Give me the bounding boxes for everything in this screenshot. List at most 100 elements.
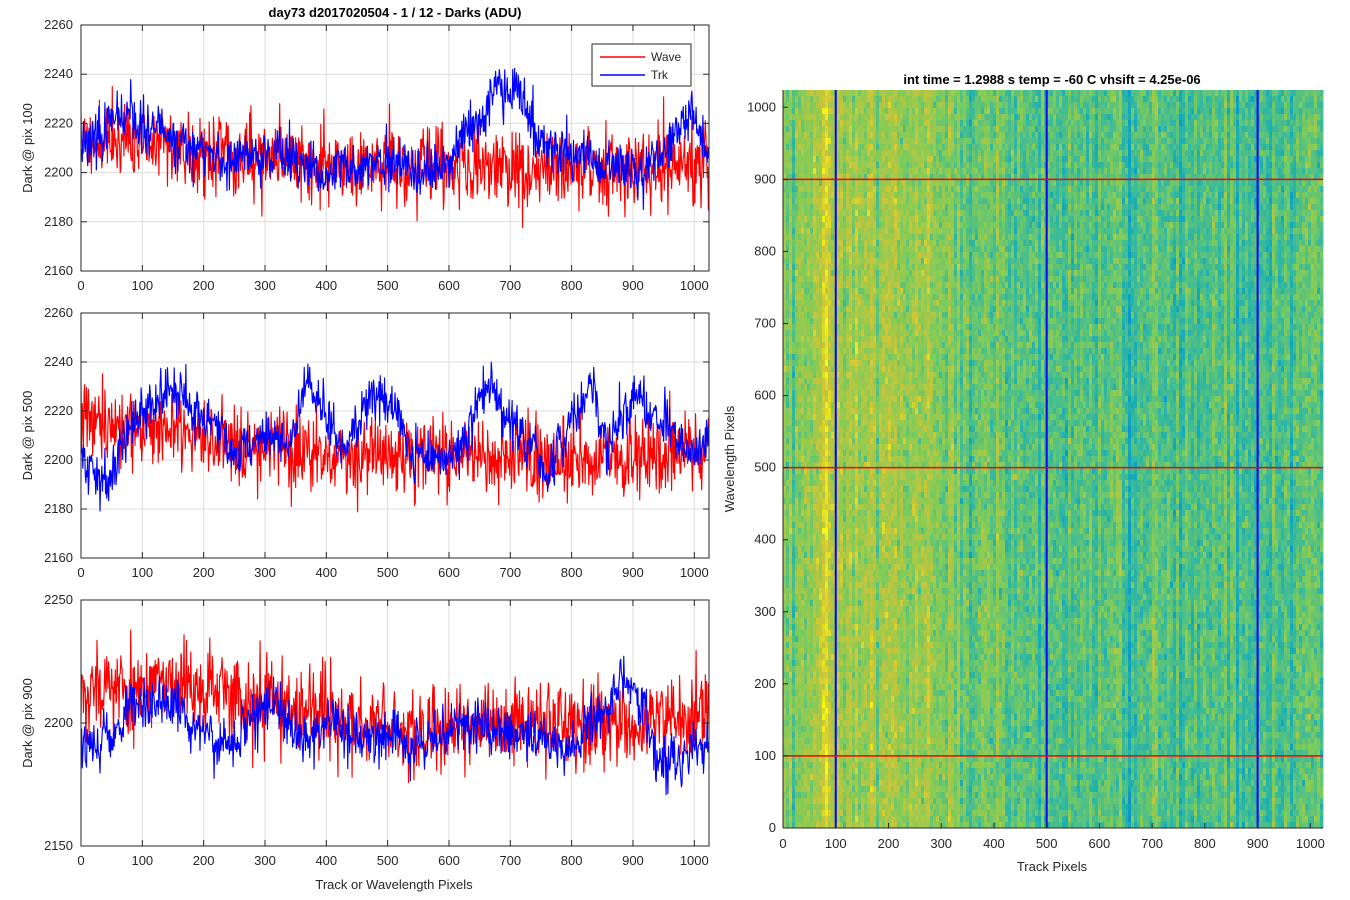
heatmap-cell bbox=[840, 186, 844, 193]
heatmap-cell bbox=[882, 462, 886, 469]
heatmap-cell bbox=[831, 558, 835, 565]
heatmap-cell bbox=[882, 348, 886, 355]
heatmap-cell bbox=[879, 342, 883, 349]
heatmap-cell bbox=[843, 510, 847, 517]
heatmap-cell bbox=[888, 684, 892, 691]
heatmap-cell bbox=[858, 708, 862, 715]
heatmap-cell bbox=[894, 600, 898, 607]
heatmap-cell bbox=[837, 504, 841, 511]
heatmap-cell bbox=[846, 234, 850, 241]
x-tick-label: 100 bbox=[131, 565, 153, 580]
heatmap-cell bbox=[828, 258, 832, 265]
heatmap-cell bbox=[798, 402, 802, 409]
heatmap-cell bbox=[861, 234, 865, 241]
heatmap-cell bbox=[861, 114, 865, 121]
heatmap-cell bbox=[858, 666, 862, 673]
heatmap-cell bbox=[882, 702, 886, 709]
heatmap-cell bbox=[882, 624, 886, 631]
heatmap-cell bbox=[831, 510, 835, 517]
heatmap-cell bbox=[897, 288, 901, 295]
heatmap-cell bbox=[891, 444, 895, 451]
heatmap-cell bbox=[885, 288, 889, 295]
heatmap-cell bbox=[783, 702, 787, 709]
heatmap-cell bbox=[828, 816, 832, 823]
heatmap-cell bbox=[888, 654, 892, 661]
heatmap-cell bbox=[867, 132, 871, 139]
heatmap-cell bbox=[846, 450, 850, 457]
heatmap-cell bbox=[822, 666, 826, 673]
heatmap-cell bbox=[801, 774, 805, 781]
heatmap-cell bbox=[831, 384, 835, 391]
heatmap-cell bbox=[873, 486, 877, 493]
heatmap-cell bbox=[789, 210, 793, 217]
heatmap-cell bbox=[792, 168, 796, 175]
heatmap-cell bbox=[828, 522, 832, 529]
heatmap-cell bbox=[888, 726, 892, 733]
heatmap-cell bbox=[870, 150, 874, 157]
heatmap-cell bbox=[798, 612, 802, 619]
heatmap-cell bbox=[879, 372, 883, 379]
heatmap-cell bbox=[867, 450, 871, 457]
heatmap-cell bbox=[852, 606, 856, 613]
heatmap-cell bbox=[819, 636, 823, 643]
heatmap-cell bbox=[879, 126, 883, 133]
heatmap-cell bbox=[798, 180, 802, 187]
heatmap-cell bbox=[861, 462, 865, 469]
heatmap-cell bbox=[891, 570, 895, 577]
heatmap-cell bbox=[810, 186, 814, 193]
heatmap-cell bbox=[879, 624, 883, 631]
heatmap-cell bbox=[804, 240, 808, 247]
heatmap-cell bbox=[891, 132, 895, 139]
heatmap-cell bbox=[804, 156, 808, 163]
heatmap-cell bbox=[831, 684, 835, 691]
heatmap-cell bbox=[864, 594, 868, 601]
heatmap-cell bbox=[813, 696, 817, 703]
heatmap-cell bbox=[798, 432, 802, 439]
heatmap-cell bbox=[870, 786, 874, 793]
heatmap-cell bbox=[891, 360, 895, 367]
heatmap-cell bbox=[786, 630, 790, 637]
heatmap-cell bbox=[843, 312, 847, 319]
heatmap-cell bbox=[849, 660, 853, 667]
heatmap-cell bbox=[783, 402, 787, 409]
heatmap-cell bbox=[846, 762, 850, 769]
heatmap-cell bbox=[852, 438, 856, 445]
heatmap-cell bbox=[858, 348, 862, 355]
heatmap-cell bbox=[894, 282, 898, 289]
heatmap-cell bbox=[792, 300, 796, 307]
heatmap-cell bbox=[783, 252, 787, 259]
heatmap-cell bbox=[864, 516, 868, 523]
heatmap-cell bbox=[849, 678, 853, 685]
heatmap-cell bbox=[855, 222, 859, 229]
heatmap-cell bbox=[795, 426, 799, 433]
heatmap-cell bbox=[786, 330, 790, 337]
heatmap-cell bbox=[870, 570, 874, 577]
heatmap-cell bbox=[891, 264, 895, 271]
heatmap-cell bbox=[891, 282, 895, 289]
heatmap-cell bbox=[789, 588, 793, 595]
heatmap-cell bbox=[867, 306, 871, 313]
heatmap-cell bbox=[807, 258, 811, 265]
heatmap-cell bbox=[792, 192, 796, 199]
heatmap-cell bbox=[831, 216, 835, 223]
heatmap-cell bbox=[882, 432, 886, 439]
heatmap-cell bbox=[891, 192, 895, 199]
heatmap-cell bbox=[873, 780, 877, 787]
heatmap-cell bbox=[852, 492, 856, 499]
heatmap-cell bbox=[852, 228, 856, 235]
heatmap-cell bbox=[882, 774, 886, 781]
heatmap-cell bbox=[849, 630, 853, 637]
heatmap-cell bbox=[813, 426, 817, 433]
heatmap-cell bbox=[789, 684, 793, 691]
heatmap-cell bbox=[822, 732, 826, 739]
heatmap-cell bbox=[840, 450, 844, 457]
heatmap-cell bbox=[807, 618, 811, 625]
heatmap-cell bbox=[840, 162, 844, 169]
heatmap-cell bbox=[843, 468, 847, 475]
heatmap-cell bbox=[831, 426, 835, 433]
heatmap-cell bbox=[891, 552, 895, 559]
heatmap-cell bbox=[798, 96, 802, 103]
heatmap-cell bbox=[894, 612, 898, 619]
heatmap-cell bbox=[894, 204, 898, 211]
heatmap-cell bbox=[828, 798, 832, 805]
